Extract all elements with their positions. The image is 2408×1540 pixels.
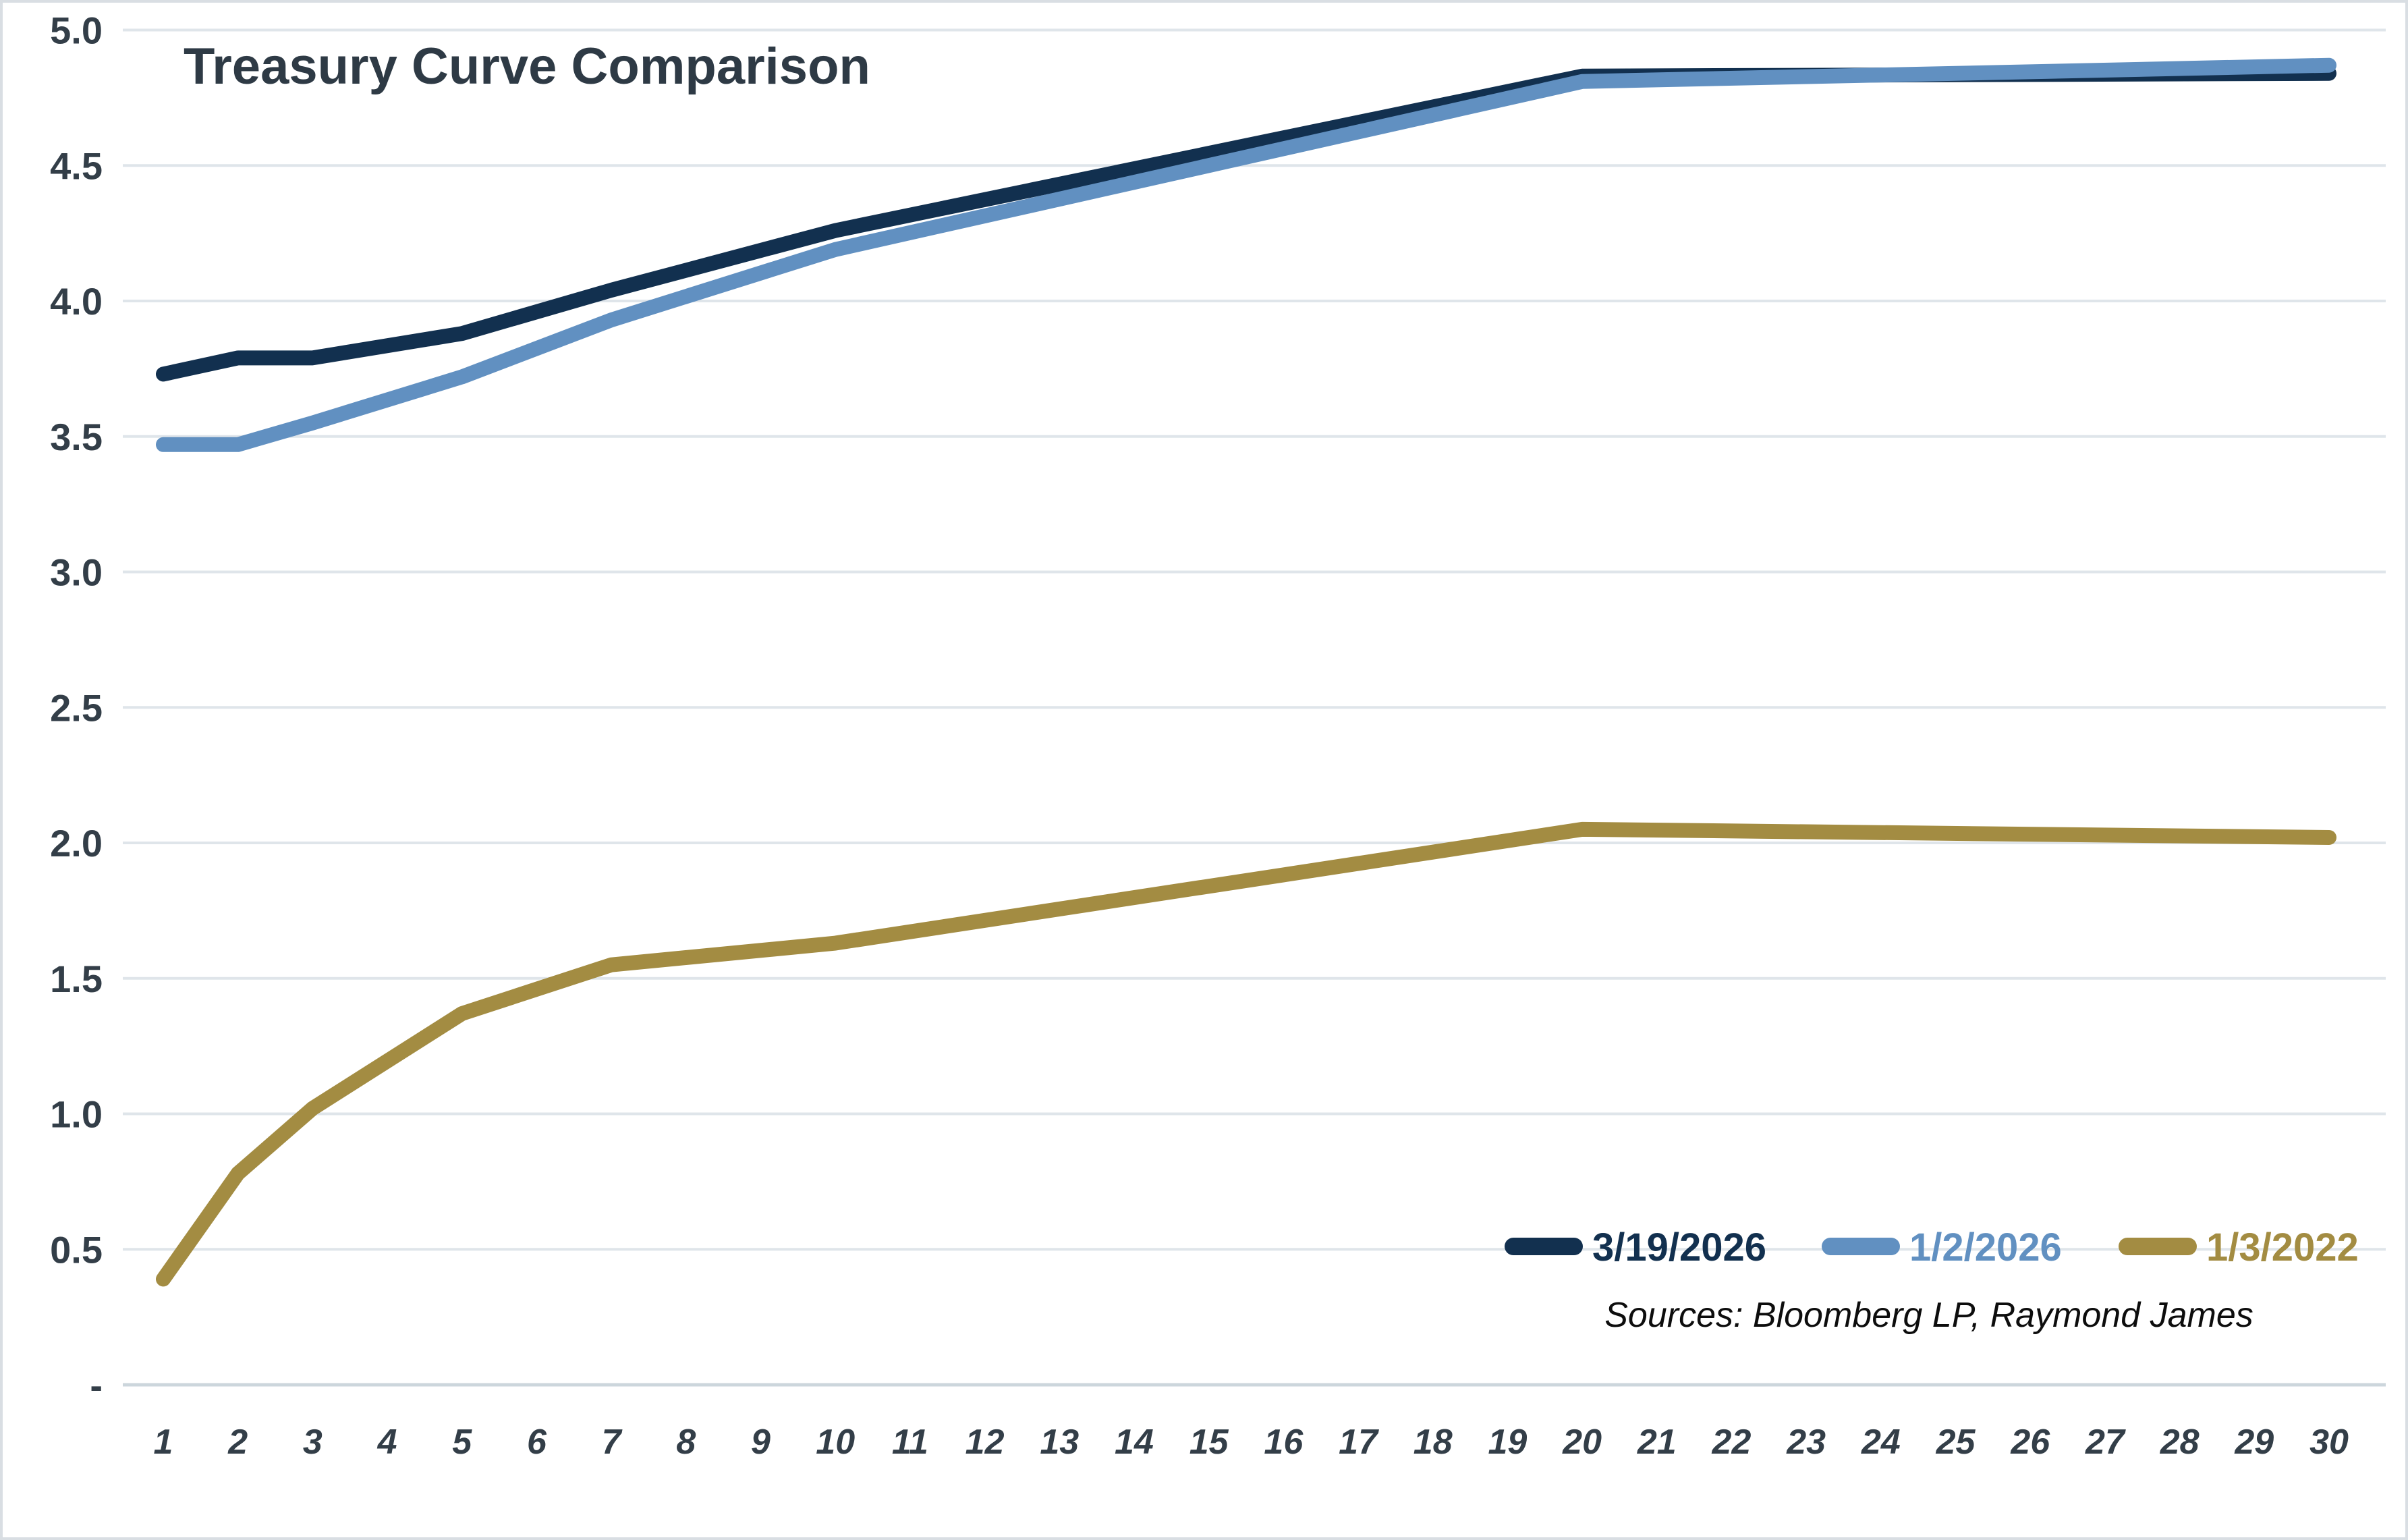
- x-tick-label-26: 26: [2010, 1423, 2050, 1462]
- legend-swatch-1-2-2026: [1822, 1238, 1900, 1255]
- x-tick-label-9: 9: [751, 1423, 771, 1462]
- x-tick-label-2: 2: [227, 1423, 248, 1462]
- x-tick-label-29: 29: [2234, 1423, 2274, 1462]
- legend-label-1-3-2022: 1/3/2022: [2206, 1226, 2359, 1269]
- x-tick-label-19: 19: [1488, 1423, 1527, 1462]
- y-tick-label-0.5: 0.5: [50, 1228, 103, 1271]
- x-tick-label-22: 22: [1712, 1423, 1752, 1462]
- x-tick-label-10: 10: [816, 1423, 855, 1462]
- x-tick-label-25: 25: [1936, 1423, 1976, 1462]
- series-line-1-2-2026: [156, 57, 2336, 452]
- x-tick-label-7: 7: [602, 1423, 623, 1462]
- legend-label-3-19-2026: 3/19/2026: [1592, 1226, 1766, 1269]
- x-tick-label-11: 11: [892, 1423, 928, 1462]
- chart-canvas: Treasury Curve Comparison 5.0 4.5 4.0 3.5 3.…: [50, 9, 2386, 1462]
- series-lines: [156, 57, 2336, 1287]
- x-tick-label-30: 30: [2309, 1423, 2349, 1462]
- x-tick-label-14: 14: [1115, 1423, 1154, 1462]
- y-tick-label-1.5: 1.5: [50, 958, 103, 1000]
- x-tick-label-16: 16: [1264, 1423, 1304, 1462]
- y-tick-label-2.5: 2.5: [50, 686, 103, 729]
- chart-title: Treasury Curve Comparison: [184, 38, 870, 95]
- x-tick-label-4: 4: [377, 1423, 397, 1462]
- x-tick-label-15: 15: [1189, 1423, 1229, 1462]
- x-tick-label-5: 5: [452, 1423, 472, 1462]
- x-tick-label-3: 3: [303, 1423, 323, 1462]
- legend-label-1-2-2026: 1/2/2026: [1909, 1226, 2062, 1269]
- x-axis-labels: 1 2 3 4 5 6 7 8 9 10 11 12 13 14 15 16 17 18 19 20 21 22 23 24 2…: [154, 1423, 2349, 1462]
- legend: 3/19/2026 1/2/2026 1/3/2022: [1505, 1226, 2359, 1269]
- x-tick-label-23: 23: [1786, 1423, 1826, 1462]
- x-tick-label-17: 17: [1339, 1423, 1379, 1462]
- x-tick-label-6: 6: [527, 1423, 547, 1462]
- y-tick-label-4.5: 4.5: [50, 144, 103, 187]
- legend-swatch-1-3-2022: [2119, 1238, 2197, 1255]
- x-tick-label-20: 20: [1562, 1423, 1602, 1462]
- x-tick-label-1: 1: [154, 1423, 173, 1462]
- x-tick-label-18: 18: [1413, 1423, 1453, 1462]
- sources-note: Sources: Bloomberg LP, Raymond James: [1604, 1296, 2253, 1335]
- y-tick-label-3.0: 3.0: [50, 551, 103, 594]
- x-tick-label-28: 28: [2160, 1423, 2200, 1462]
- gridlines: [123, 28, 2386, 1387]
- y-tick-label--: -: [90, 1364, 103, 1406]
- x-tick-label-27: 27: [2085, 1423, 2126, 1462]
- x-tick-label-21: 21: [1637, 1423, 1677, 1462]
- legend-swatch-3-19-2026: [1505, 1238, 1583, 1255]
- x-tick-label-13: 13: [1040, 1423, 1079, 1462]
- y-tick-label-5.0: 5.0: [50, 9, 103, 52]
- y-tick-label-4.0: 4.0: [50, 280, 103, 323]
- y-tick-label-3.5: 3.5: [50, 416, 103, 458]
- y-tick-label-2.0: 2.0: [50, 822, 103, 864]
- series-line-1-3-2022: [156, 821, 2336, 1287]
- y-axis-labels: 5.0 4.5 4.0 3.5 3.0 2.5 2.0 1.5 1.0 0.5 -: [50, 9, 103, 1407]
- x-tick-label-24: 24: [1861, 1423, 1901, 1462]
- y-tick-label-1.0: 1.0: [50, 1093, 103, 1136]
- x-tick-label-8: 8: [676, 1423, 696, 1462]
- x-tick-label-12: 12: [965, 1423, 1005, 1462]
- series-line-3-19-2026: [156, 65, 2336, 382]
